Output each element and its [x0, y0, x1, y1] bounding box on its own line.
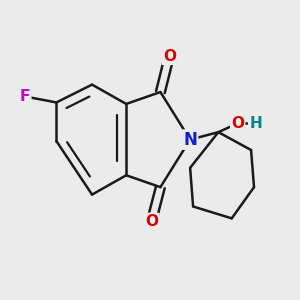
Text: O: O [163, 49, 176, 64]
Text: H: H [249, 116, 262, 131]
Text: O: O [231, 116, 244, 131]
Text: F: F [20, 89, 30, 104]
Text: N: N [183, 130, 197, 148]
Text: O: O [145, 214, 158, 229]
